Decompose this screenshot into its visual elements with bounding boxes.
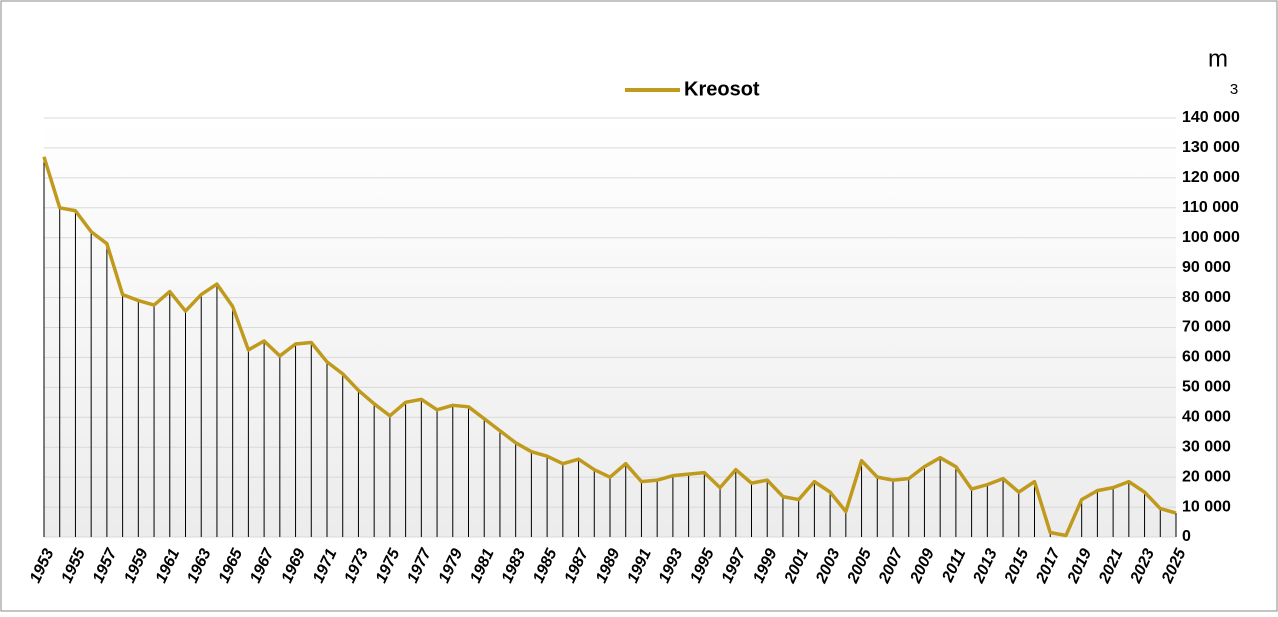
y-tick-label: 50 000 bbox=[1182, 379, 1231, 396]
y-tick-label: 70 000 bbox=[1182, 319, 1231, 336]
y-tick-label: 90 000 bbox=[1182, 259, 1231, 276]
y-tick-label: 130 000 bbox=[1182, 139, 1240, 156]
y-tick-label: 0 bbox=[1182, 528, 1191, 545]
unit-superscript: 3 bbox=[1230, 81, 1238, 98]
unit: m bbox=[1208, 45, 1228, 72]
y-tick-label: 10 000 bbox=[1182, 498, 1231, 515]
line bbox=[42, 156, 1177, 538]
y-tick-label: 110 000 bbox=[1182, 199, 1239, 216]
y-tick-label: 140 000 bbox=[1182, 109, 1240, 126]
y-tick-label: 40 000 bbox=[1182, 409, 1231, 426]
y-tick-label: 60 000 bbox=[1182, 349, 1231, 366]
y-tick-label: 80 000 bbox=[1182, 289, 1231, 306]
y-tick-label: 120 000 bbox=[1182, 169, 1240, 186]
y-tick-label: 20 000 bbox=[1182, 468, 1231, 485]
legend-label: Kreosot bbox=[684, 78, 760, 100]
y-tick-label: 30 000 bbox=[1182, 438, 1231, 455]
y-tick-label: 100 000 bbox=[1182, 229, 1240, 246]
